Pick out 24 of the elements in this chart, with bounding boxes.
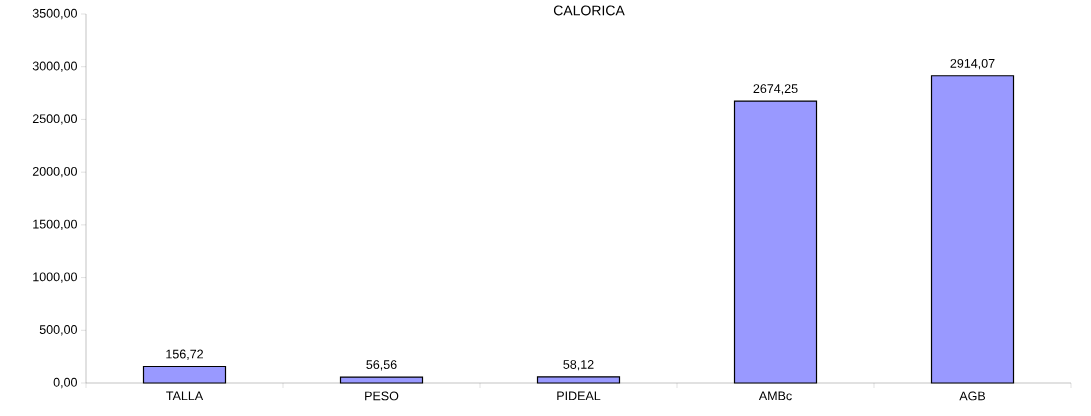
y-tick-label: 0,00	[53, 377, 77, 389]
x-tick-label: PESO	[365, 391, 399, 401]
x-tick-label: PIDEAL	[557, 391, 601, 401]
y-tick-label: 1000,00	[33, 272, 77, 283]
y-tick-label: 1500,00	[33, 219, 77, 231]
y-tick-label: 2500,00	[32, 114, 77, 125]
y-tick-label: 3500,00	[32, 8, 77, 20]
bar	[339, 376, 424, 384]
data-label: 56,56	[366, 360, 397, 371]
data-label: 2674,25	[753, 84, 798, 95]
bar	[142, 365, 227, 384]
y-tick-label: 500,00	[39, 325, 77, 336]
data-label: 2914,07	[950, 58, 995, 70]
y-tick-label: 2000,00	[32, 166, 77, 178]
x-tick-label: AMBc	[758, 391, 792, 401]
x-tick-label: TALLA	[166, 391, 204, 401]
bar	[733, 100, 818, 384]
bar	[930, 75, 1015, 384]
x-tick-label: AGB	[959, 391, 986, 401]
bar	[536, 376, 621, 384]
data-label: 156,72	[166, 349, 203, 360]
data-label: 58,12	[563, 360, 594, 371]
y-tick-label: 3000,00	[32, 61, 77, 72]
chart-title: CALORICA	[553, 5, 625, 16]
